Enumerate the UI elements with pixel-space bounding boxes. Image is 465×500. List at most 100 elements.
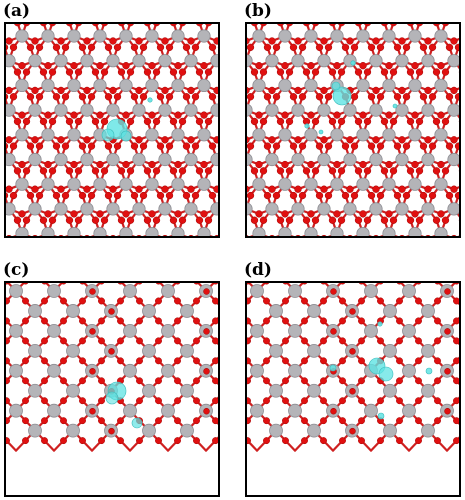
metal-atom <box>356 78 370 93</box>
oxygen-atom <box>98 337 105 345</box>
oxygen-atom <box>415 377 422 385</box>
metal-atom <box>383 343 397 358</box>
charge-isosurface <box>332 86 352 106</box>
oxygen-atom <box>419 93 428 101</box>
oxygen-atom <box>22 117 31 126</box>
oxygen-atom <box>281 210 289 218</box>
metal-atom <box>421 202 435 216</box>
oxygen-atom <box>22 297 29 305</box>
oxygen-atom <box>393 142 402 150</box>
metal-atom <box>67 29 81 43</box>
oxygen-atom <box>437 62 445 70</box>
panel-label-d: (d) <box>244 260 272 280</box>
metal-atom <box>67 128 81 142</box>
metal-atom <box>447 152 461 167</box>
metal-atom <box>123 284 137 298</box>
oxygen-atom <box>302 167 311 175</box>
oxygen-atom <box>259 68 268 76</box>
oxygen-atom <box>148 111 156 119</box>
oxygen-atom <box>396 337 403 345</box>
oxygen-atom <box>98 397 105 405</box>
oxygen-atom <box>79 417 86 425</box>
metal-atom <box>161 403 175 418</box>
oxygen-atom <box>450 37 458 45</box>
oxygen-atom <box>208 43 217 52</box>
oxygen-atom <box>156 93 165 101</box>
oxygen-atom <box>346 37 354 45</box>
oxygen-atom <box>57 86 65 95</box>
metal-atom <box>250 363 264 378</box>
oxygen-atom <box>48 167 57 175</box>
metal-atom <box>408 177 422 191</box>
metal-atom <box>145 78 159 93</box>
oxygen-atom <box>282 357 289 365</box>
oxygen-atom <box>263 337 270 345</box>
oxygen-atom <box>191 43 200 52</box>
oxygen-atom <box>26 93 35 101</box>
metal-atom <box>250 324 264 338</box>
oxygen-atom <box>301 357 308 365</box>
oxygen-atom <box>174 437 181 445</box>
oxygen-atom <box>281 111 289 119</box>
charge-isosurface <box>331 81 341 91</box>
metal-atom <box>269 304 283 318</box>
oxygen-atom <box>359 160 367 169</box>
oxygen-atom <box>320 86 328 95</box>
oxygen-atom <box>246 93 255 101</box>
oxygen-atom <box>385 62 393 70</box>
metal-atom <box>41 128 55 142</box>
metal-atom <box>15 29 29 43</box>
oxygen-atom <box>294 185 302 193</box>
oxygen-atom <box>294 37 302 45</box>
oxygen-atom <box>328 216 337 224</box>
oxygen-atom <box>415 317 422 325</box>
metal-atom <box>395 54 409 68</box>
panel-frame <box>245 281 461 497</box>
oxygen-atom <box>320 337 327 345</box>
oxygen-atom <box>289 191 298 200</box>
oxygen-atom <box>281 62 289 70</box>
charge-isosurface <box>304 123 310 129</box>
oxygen-atom <box>22 437 29 445</box>
oxygen-atom <box>41 317 48 325</box>
metal-atom <box>307 383 321 398</box>
oxygen-atom <box>263 317 270 325</box>
charge-isosurface <box>377 412 385 420</box>
panel-label-b: (b) <box>244 1 272 21</box>
oxygen-atom <box>122 111 130 119</box>
metal-atom <box>161 284 175 298</box>
oxygen-atom <box>78 43 87 52</box>
oxygen-atom <box>398 136 406 144</box>
oxygen-atom <box>191 142 200 150</box>
metal-atom <box>356 177 370 191</box>
oxygen-atom <box>79 337 86 345</box>
oxygen-atom <box>126 216 135 224</box>
charge-isosurface <box>377 321 383 327</box>
metal-atom <box>343 103 357 117</box>
oxygen-atom <box>285 216 294 224</box>
oxygen-atom <box>333 62 341 70</box>
oxygen-atom <box>259 167 268 175</box>
oxygen-atom <box>193 337 200 345</box>
metal-atom <box>28 304 42 318</box>
oxygen-atom <box>259 216 268 224</box>
metal-atom <box>250 403 264 418</box>
oxygen-atom <box>263 142 272 150</box>
oxygen-atom <box>89 288 96 295</box>
oxygen-atom <box>250 167 259 175</box>
oxygen-atom <box>117 437 124 445</box>
metal-atom <box>278 227 292 238</box>
oxygen-atom <box>350 142 359 150</box>
panel-frame <box>245 22 461 238</box>
oxygen-atom <box>113 43 122 52</box>
oxygen-atom <box>276 216 285 224</box>
oxygen-atom <box>289 142 298 150</box>
metal-atom <box>15 128 29 142</box>
oxygen-atom <box>70 62 78 70</box>
metal-atom <box>402 363 416 378</box>
oxygen-atom <box>174 397 181 405</box>
metal-atom <box>307 423 321 438</box>
oxygen-atom <box>424 37 432 45</box>
oxygen-atom <box>320 397 327 405</box>
oxygen-atom <box>22 417 29 425</box>
